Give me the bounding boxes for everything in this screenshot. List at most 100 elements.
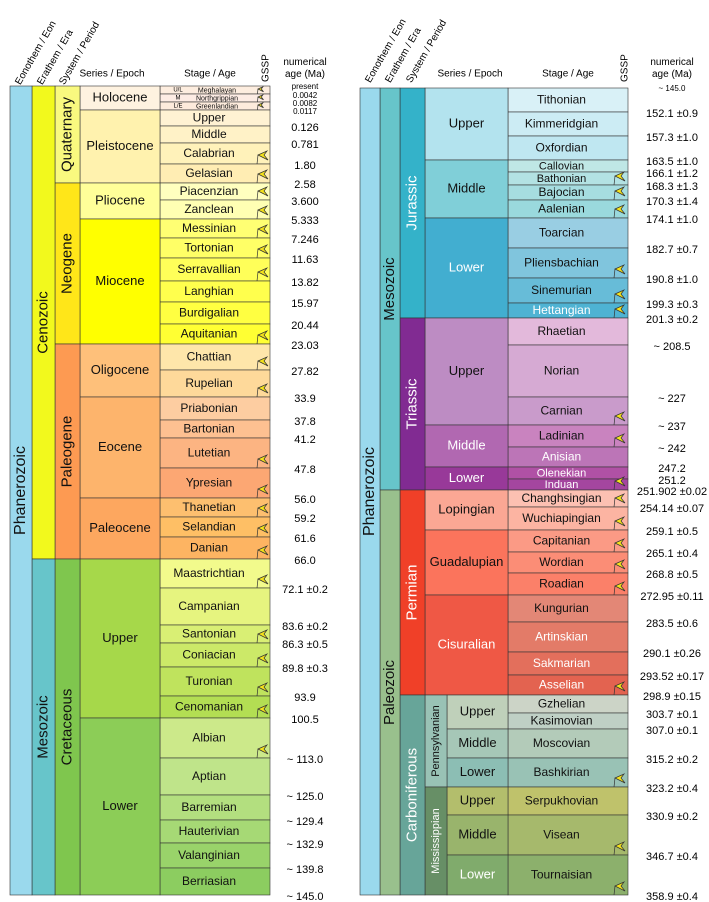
stage-label: Maastrichtian xyxy=(173,566,244,580)
stage-cell xyxy=(507,621,629,653)
stage-label: Campanian xyxy=(178,599,239,613)
age-label: 33.9 xyxy=(294,393,315,405)
age-label: 27.82 xyxy=(291,366,319,378)
unit-cell xyxy=(424,317,509,426)
unit-cell xyxy=(446,786,509,816)
stage-label: Selandian xyxy=(182,520,235,534)
gssp-icon xyxy=(613,289,626,304)
stage-cell xyxy=(507,757,629,788)
gssp-icon xyxy=(256,186,269,201)
stage-cell xyxy=(159,437,271,469)
unit-cell xyxy=(424,594,509,696)
gssp-icon xyxy=(256,454,269,469)
age-label: ~ 208.5 xyxy=(653,341,690,353)
age-label: 315.2 ±0.2 xyxy=(646,754,698,766)
gssp-icon xyxy=(256,574,269,589)
unit-cell xyxy=(424,529,509,596)
gssp-icon xyxy=(256,545,269,560)
gssp-icon xyxy=(613,304,626,319)
age-label: ~ 113.0 xyxy=(287,754,323,766)
stage-cell xyxy=(507,728,629,759)
age-label: ~ 237 xyxy=(658,421,686,433)
age-label: 83.6 ±0.2 xyxy=(282,621,328,633)
age-label: 199.3 ±0.3 xyxy=(646,299,698,311)
age-label: 0.0117 xyxy=(293,107,317,116)
column-header: numerical age (Ma) xyxy=(650,57,694,80)
age-label: 166.1 ±1.2 xyxy=(646,168,698,180)
stage-cell xyxy=(507,317,629,346)
stage-label: Toarcian xyxy=(539,226,584,240)
stage-label: Changhsingian xyxy=(521,491,601,505)
stage-label: Gelasian xyxy=(185,166,232,180)
stage-label: Messinian xyxy=(182,221,236,235)
gssp-icon xyxy=(256,653,269,668)
stage-label: Burdigalian xyxy=(179,306,239,320)
age-label: 89.8 ±0.3 xyxy=(282,663,328,675)
stage-cell xyxy=(507,277,629,304)
gssp-icon xyxy=(256,205,269,220)
epoch-label: Pleistocene xyxy=(86,138,153,153)
unit-cell xyxy=(79,85,161,111)
subdivision-label: L/E xyxy=(173,104,182,110)
epoch-label: Lower xyxy=(449,259,485,274)
age-label: 323.2 ±0.4 xyxy=(646,783,698,795)
gssp-icon xyxy=(613,773,626,788)
stage-label: Greenlandian xyxy=(196,103,238,110)
unit-cell xyxy=(54,343,81,560)
stage-label: Aptian xyxy=(192,769,226,783)
gssp-icon xyxy=(613,681,626,696)
unit-label: Cenozoic xyxy=(34,291,51,354)
age-label: ~ 242 xyxy=(658,443,686,455)
age-label: 265.1 ±0.4 xyxy=(646,548,698,560)
column-header: Stage / Age xyxy=(184,69,236,80)
stage-cell xyxy=(507,396,629,426)
gssp-icon xyxy=(613,204,626,219)
age-label: 86.3 ±0.5 xyxy=(282,639,328,651)
age-label: 7.246 xyxy=(291,234,319,246)
column-header: Series / Epoch xyxy=(79,69,144,80)
epoch-label: Eocene xyxy=(98,439,142,454)
age-label: 100.5 xyxy=(291,714,319,726)
stage-label: Norian xyxy=(544,364,579,378)
unit-label: Neogene xyxy=(58,233,75,294)
gssp-icon xyxy=(613,411,626,426)
column-header: Stage / Age xyxy=(542,69,594,80)
age-label: 303.7 ±0.1 xyxy=(646,709,698,721)
age-label: 283.5 ±0.6 xyxy=(646,618,698,630)
age-label: 293.52 ±0.17 xyxy=(640,671,704,683)
age-label: 0.781 xyxy=(291,139,319,151)
unit-label: Mississippian xyxy=(430,808,442,873)
age-label: ~ 129.4 xyxy=(286,816,323,828)
stage-label: Wuchiapingian xyxy=(522,511,601,525)
age-label: 11.63 xyxy=(292,254,319,266)
stage-label: Tortonian xyxy=(184,241,233,255)
stage-cell xyxy=(159,467,271,499)
stage-label: Bashkirian xyxy=(533,765,589,779)
stage-label: Coniacian xyxy=(182,648,235,662)
stage-label: Callovian xyxy=(539,160,584,172)
age-label: 290.1 ±0.26 xyxy=(643,648,701,660)
gssp-icon xyxy=(256,224,269,239)
unit-cell xyxy=(9,85,33,896)
age-label: 0.0082 xyxy=(293,99,318,108)
age-label: 157.3 ±1.0 xyxy=(646,132,698,144)
age-label: 47.8 xyxy=(294,464,315,476)
stage-label: Aquitanian xyxy=(181,327,238,341)
age-label: 13.82 xyxy=(291,277,319,289)
unit-label: Quaternary xyxy=(58,96,75,172)
age-label: present xyxy=(292,82,319,91)
stage-label: Artinskian xyxy=(535,630,588,644)
epoch-label: Upper xyxy=(449,115,485,130)
stage-label: Pliensbachian xyxy=(524,256,599,270)
unit-cell xyxy=(399,87,426,319)
gssp-icon xyxy=(256,523,269,538)
unit-cell xyxy=(424,87,509,161)
age-label: 5.333 xyxy=(291,215,319,227)
unit-label: Paleogene xyxy=(58,416,75,488)
gssp-icon xyxy=(256,150,269,165)
epoch-label: Middle xyxy=(458,735,496,750)
stage-cell xyxy=(507,87,629,113)
stage-label: Serravallian xyxy=(177,262,240,276)
stage-label: Danian xyxy=(190,541,228,555)
stage-cell xyxy=(159,587,271,626)
